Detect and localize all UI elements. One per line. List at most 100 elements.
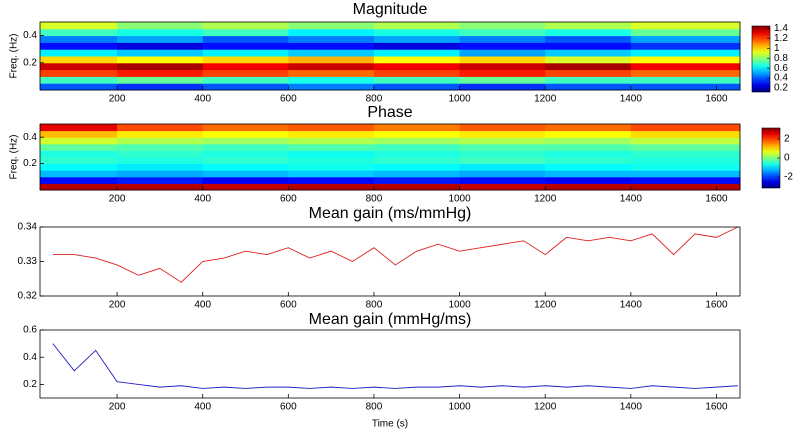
heatmap-cell [545,163,632,171]
heatmap-cell [373,170,461,178]
heatmap-cell [117,56,204,64]
plot-frame [39,226,741,297]
heatmap-cell [373,83,461,91]
heatmap-cell [459,69,546,77]
heatmap-cell [40,170,118,178]
heatmap-cell [630,42,741,50]
x-tick-label: 200 [109,402,126,413]
heatmap-cell [40,143,118,151]
heatmap-cell [288,124,375,132]
x-tick-label: 800 [366,402,383,413]
heatmap-cell [630,150,741,158]
heatmap-cell [117,143,204,151]
x-tick-label: 1400 [620,94,643,105]
heatmap-cell [459,130,546,138]
heatmap-cell [117,42,204,50]
heatmap-cell [545,76,632,84]
heatmap-cell [202,183,289,191]
plot-frame [39,21,741,91]
x-tick-label: 600 [280,402,297,413]
heatmap-cell [373,35,461,43]
heatmap-cell [202,150,289,158]
heatmap-cell [202,130,289,138]
heatmap-cell [117,170,204,178]
x-tick-label: 1600 [705,300,728,311]
heatmap-cell [202,62,289,71]
heatmap-cell [40,35,118,43]
heatmap-cell [40,76,118,84]
heatmap-cell [459,42,546,50]
heatmap-cell [630,62,741,71]
heatmap-cell [545,183,632,191]
heatmap-cell [40,163,118,171]
heatmap-cell [117,69,204,77]
plot-frame [39,329,741,399]
colorbar-tick-label: 1.2 [774,33,788,44]
heatmap-cell [117,22,204,30]
x-tick-label: 1200 [534,194,557,205]
x-axis-label: Time (s) [372,419,408,430]
heatmap-cell [373,143,461,151]
heatmap-cell [117,49,204,57]
heatmap-cell [40,62,118,71]
heatmap-cell [288,150,375,158]
x-tick-label: 1400 [620,402,643,413]
heatmap-cell [459,49,546,57]
heatmap-cell [630,163,741,171]
x-tick-label: 400 [194,300,211,311]
heatmap-cell [373,42,461,50]
heatmap-cell [117,76,204,84]
x-tick-label: 400 [194,194,211,205]
heatmap-cell [288,83,375,91]
heatmap-cell [373,157,461,165]
heatmap-cell [459,124,546,132]
x-tick-label: 1600 [705,402,728,413]
heatmap-cell [288,143,375,151]
x-tick-label: 1000 [448,94,471,105]
y-axis-label: Freq. (Hz) [9,135,20,180]
heatmap-cell [545,83,632,91]
heatmap-cell [40,183,118,191]
heatmap-cell [40,56,118,64]
line-series [52,343,738,389]
heatmap-cell [202,49,289,57]
heatmap-cell [288,176,375,184]
heatmap-cell [373,183,461,191]
heatmap-cell [630,69,741,77]
heatmap-cell [288,76,375,84]
x-tick-label: 600 [280,300,297,311]
y-tick-label: 0.2 [23,158,37,169]
x-tick-label: 1600 [705,194,728,205]
heatmap-cell [545,28,632,37]
heatmap-cell [288,170,375,178]
heatmap-cell [117,150,204,158]
heatmap-cell [40,83,118,91]
heatmap-cell [117,183,204,191]
heatmap-cell [288,183,375,191]
colorbar-tick-label: 2 [784,134,790,145]
line-series [52,226,739,283]
heatmap-cell [202,35,289,43]
heatmap-cell [459,150,546,158]
heatmap-cell [40,150,118,158]
heatmap-cell [630,124,741,132]
colorbar-tick-label: 0.2 [774,83,788,94]
heatmap-cell [202,56,289,64]
heatmap-cell [459,183,546,191]
plot-frame [39,123,741,191]
colorbar-tick-label: 1.4 [774,23,788,34]
heatmap-cell [545,157,632,165]
y-tick-label: 0.34 [18,222,38,233]
heatmap-cell [373,176,461,184]
heatmap-cell [373,76,461,84]
heatmap-cell [117,176,204,184]
heatmap-cell [630,83,741,91]
heatmap-cell [202,28,289,37]
heatmap-cell [373,49,461,57]
heatmap-cell [117,137,204,145]
y-tick-label: 0.4 [23,352,37,363]
x-tick-label: 1000 [448,402,471,413]
x-tick-label: 200 [109,194,126,205]
heatmap-cell [117,163,204,171]
